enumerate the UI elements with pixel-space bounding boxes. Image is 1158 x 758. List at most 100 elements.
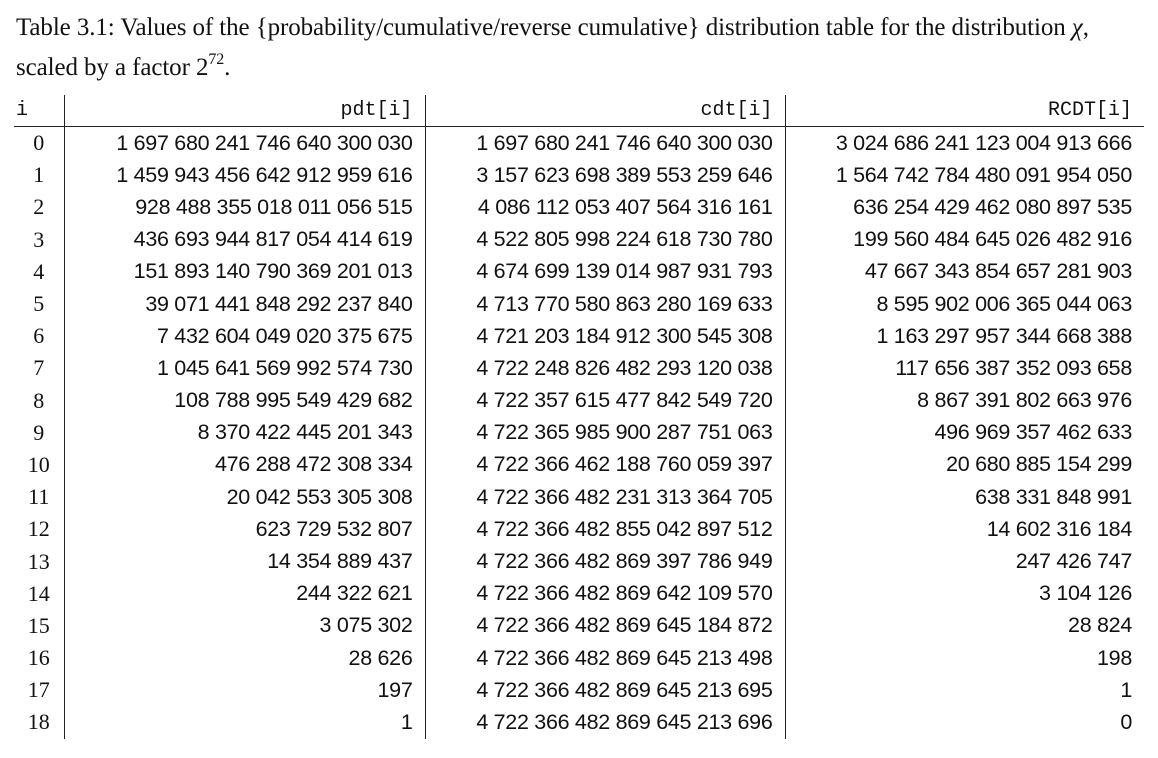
cell-index: 18 bbox=[14, 706, 65, 739]
cell-index: 0 bbox=[14, 126, 65, 160]
cell-rcdt: 8 867 391 802 663 976 bbox=[917, 388, 1132, 413]
cell-rcdt: 1 564 742 784 480 091 954 050 bbox=[835, 162, 1132, 187]
cell-cdt: 3 157 623 698 389 553 259 646 bbox=[425, 159, 786, 192]
cell-cdt: 4 722 366 482 869 645 213 498 bbox=[425, 642, 786, 675]
cell-pdt: 7 432 604 049 020 375 675 bbox=[64, 320, 426, 353]
cell-pdt: 436 693 944 817 054 414 619 bbox=[64, 223, 426, 256]
cell-cdt: 4 522 805 998 224 618 730 780 bbox=[425, 223, 786, 256]
cell-pdt: 3 075 302 bbox=[64, 609, 426, 642]
cell-index: 1 bbox=[14, 159, 65, 192]
table-row: 11 20 042 553 305 308 4 722 366 482 231 31… bbox=[14, 481, 1144, 514]
cell-pdt: 108 788 995 549 429 682 bbox=[64, 384, 426, 417]
table-row: 16 28 626 4 722 366 482 869 645 213 498 198 bbox=[14, 642, 1144, 675]
caption-label: Table 3.1: bbox=[16, 14, 115, 41]
cell-pdt: 244 322 621 bbox=[64, 577, 426, 610]
table-header-row: i pdt[i] cdt[i] RCDT[i] bbox=[14, 95, 1144, 127]
cell-rcdt: 636 254 429 462 080 897 535 bbox=[853, 194, 1132, 219]
cell-rcdt: 20 680 885 154 299 bbox=[946, 452, 1132, 477]
cell-pdt: 476 288 472 308 334 bbox=[64, 448, 426, 482]
cell-pdt: 197 bbox=[64, 674, 426, 707]
header-rcdt: RCDT[i] bbox=[785, 95, 1144, 127]
cell-cdt: 4 722 366 482 855 042 897 512 bbox=[425, 513, 786, 546]
header-index: i bbox=[14, 95, 65, 127]
cell-cdt: 4 722 366 482 869 397 786 949 bbox=[425, 545, 786, 578]
cell-pdt: 14 354 889 437 bbox=[64, 545, 426, 578]
cell-cdt: 4 722 366 482 231 313 364 705 bbox=[425, 481, 786, 514]
cell-index: 10 bbox=[14, 448, 65, 482]
cell-pdt: 1 459 943 456 642 912 959 616 bbox=[64, 159, 426, 192]
cell-cdt: 4 722 248 826 482 293 120 038 bbox=[425, 352, 786, 385]
table-caption: Table 3.1: Values of the {probability/cu… bbox=[16, 8, 1142, 88]
caption-text-after: , scaled by a factor bbox=[16, 14, 1089, 81]
table-row: 13 14 354 889 437 4 722 366 482 869 397 78… bbox=[14, 545, 1144, 578]
cell-index: 17 bbox=[14, 674, 65, 707]
cell-pdt: 151 893 140 790 369 201 013 bbox=[64, 255, 426, 288]
cell-index: 2 bbox=[14, 191, 65, 224]
cell-rcdt: 1 bbox=[1120, 677, 1132, 702]
caption-exponent: 72 bbox=[208, 50, 225, 68]
cell-cdt: 4 713 770 580 863 280 169 633 bbox=[425, 287, 786, 321]
table-row: 10 476 288 472 308 334 4 722 366 462 188 7… bbox=[14, 448, 1144, 482]
cell-rcdt: 28 824 bbox=[1068, 613, 1132, 638]
cell-index: 14 bbox=[14, 577, 65, 610]
table-row: 15 3 075 302 4 722 366 482 869 645 184 872… bbox=[14, 609, 1144, 642]
cell-cdt: 4 722 366 462 188 760 059 397 bbox=[425, 448, 786, 482]
cell-rcdt: 0 bbox=[1120, 709, 1132, 734]
cell-rcdt: 199 560 484 645 026 482 916 bbox=[853, 227, 1132, 252]
cell-index: 6 bbox=[14, 320, 65, 353]
cell-cdt: 4 722 357 615 477 842 549 720 bbox=[425, 384, 786, 417]
cell-index: 9 bbox=[14, 416, 65, 449]
table-row: 4 151 893 140 790 369 201 013 4 674 699 13… bbox=[14, 255, 1144, 288]
cell-rcdt: 247 426 747 bbox=[1015, 549, 1133, 574]
cell-pdt: 1 045 641 569 992 574 730 bbox=[64, 352, 426, 385]
cell-index: 4 bbox=[14, 255, 65, 288]
table-row: 12 623 729 532 807 4 722 366 482 855 042 8… bbox=[14, 513, 1144, 546]
cell-cdt: 4 722 366 482 869 645 213 695 bbox=[425, 674, 786, 707]
table-row: 8 108 788 995 549 429 682 4 722 357 615 47… bbox=[14, 384, 1144, 417]
cell-index: 12 bbox=[14, 513, 65, 546]
cell-cdt: 4 086 112 053 407 564 316 161 bbox=[425, 191, 786, 224]
cell-index: 15 bbox=[14, 609, 65, 642]
chi-symbol: χ bbox=[1071, 14, 1083, 41]
cell-pdt: 28 626 bbox=[64, 642, 426, 675]
cell-index: 11 bbox=[14, 481, 65, 514]
cell-cdt: 4 722 366 482 869 645 184 872 bbox=[425, 609, 786, 642]
table-row: 5 39 071 441 848 292 237 840 4 713 770 580… bbox=[14, 287, 1144, 321]
cell-rcdt: 638 331 848 991 bbox=[975, 484, 1132, 509]
cell-pdt: 1 697 680 241 746 640 300 030 bbox=[64, 126, 426, 160]
cell-pdt: 928 488 355 018 011 056 515 bbox=[64, 191, 426, 224]
caption-end: . bbox=[224, 54, 231, 81]
cell-pdt: 8 370 422 445 201 343 bbox=[64, 416, 426, 449]
cell-rcdt: 496 969 357 462 633 bbox=[934, 420, 1132, 445]
caption-text: Values of the {probability/cumulative/re… bbox=[114, 14, 1072, 41]
cell-index: 13 bbox=[14, 545, 65, 578]
cell-rcdt: 3 104 126 bbox=[1039, 581, 1132, 606]
cell-pdt: 20 042 553 305 308 bbox=[64, 481, 426, 514]
table-row: 3 436 693 944 817 054 414 619 4 522 805 99… bbox=[14, 223, 1144, 256]
cell-index: 3 bbox=[14, 223, 65, 256]
cell-rcdt: 8 595 902 006 365 044 063 bbox=[876, 291, 1132, 316]
caption-base: 2 bbox=[195, 54, 209, 81]
table-row: 14 244 322 621 4 722 366 482 869 642 109 5… bbox=[14, 577, 1144, 610]
cell-index: 5 bbox=[14, 287, 65, 321]
cell-pdt: 1 bbox=[64, 706, 426, 739]
header-cdt: cdt[i] bbox=[425, 95, 786, 127]
cell-pdt: 39 071 441 848 292 237 840 bbox=[64, 287, 426, 321]
cell-index: 8 bbox=[14, 384, 65, 417]
cell-rcdt: 3 024 686 241 123 004 913 666 bbox=[835, 130, 1132, 155]
header-pdt: pdt[i] bbox=[64, 95, 426, 127]
table-row: 2 928 488 355 018 011 056 515 4 086 112 05… bbox=[14, 191, 1144, 224]
cell-cdt: 4 722 365 985 900 287 751 063 bbox=[425, 416, 786, 449]
cell-cdt: 4 721 203 184 912 300 545 308 bbox=[425, 320, 786, 353]
cell-index: 16 bbox=[14, 642, 65, 675]
cell-index: 7 bbox=[14, 352, 65, 385]
cell-cdt: 1 697 680 241 746 640 300 030 bbox=[425, 126, 786, 160]
table-row: 18 1 4 722 366 482 869 645 213 696 0 bbox=[14, 706, 1144, 739]
cell-cdt: 4 674 699 139 014 987 931 793 bbox=[425, 255, 786, 288]
